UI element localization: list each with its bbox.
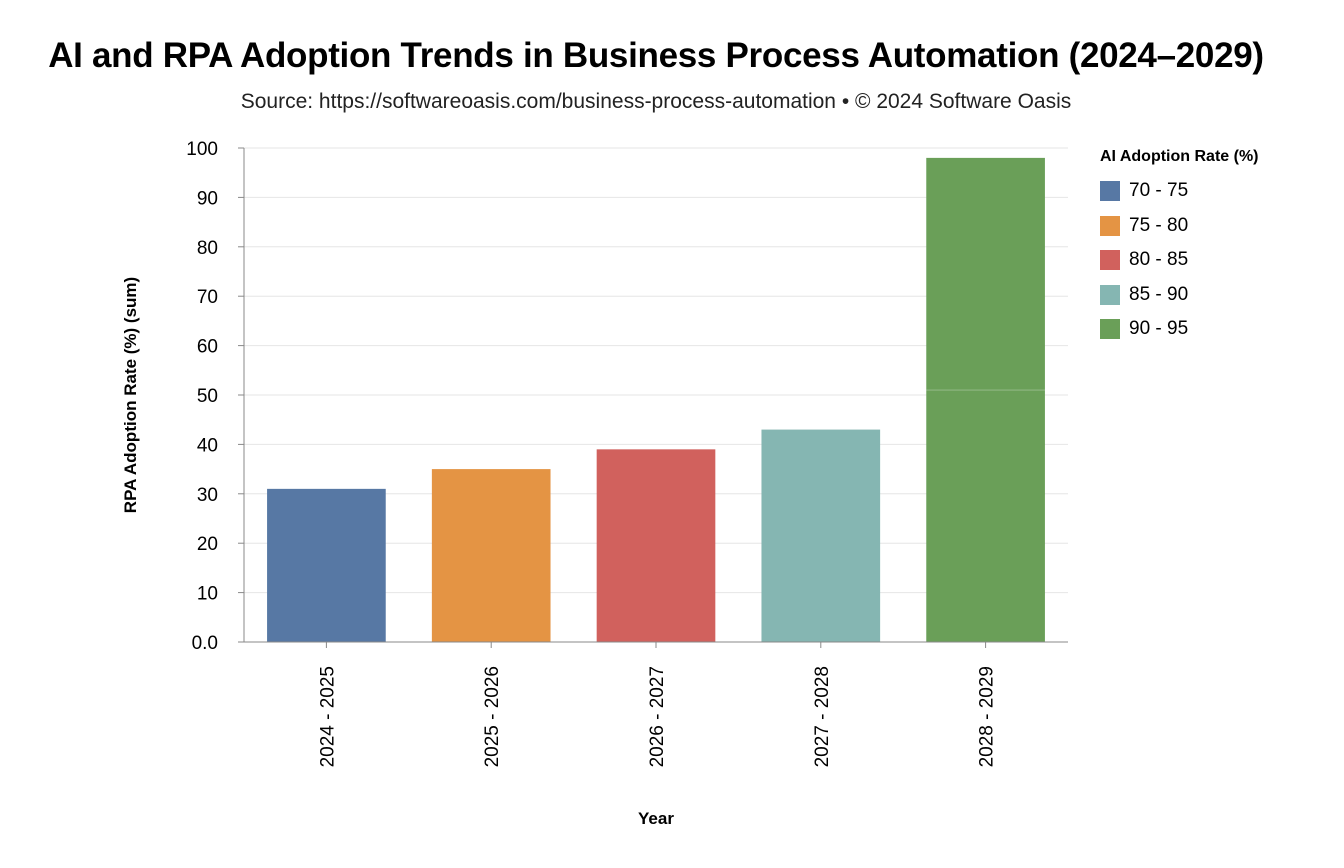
legend-label: 90 - 95 (1129, 318, 1189, 340)
x-tick-label: 2024 - 2025 (317, 666, 338, 767)
y-tick-label: 50 (197, 386, 218, 407)
y-tick-label: 70 (197, 287, 218, 308)
bar (431, 469, 551, 642)
legend-label: 80 - 85 (1129, 249, 1189, 271)
legend-item-75-80: 75 - 80 (1100, 209, 1259, 244)
bar (267, 488, 386, 642)
x-tick-label: 2028 - 2029 (977, 666, 998, 767)
y-axis-title: RPA Adoption Rate (%) (sum) (121, 277, 140, 513)
x-tick-label: 2025 - 2026 (482, 666, 503, 767)
y-tick-label: 80 (197, 238, 218, 259)
bar (761, 429, 881, 642)
legend-label: 70 - 75 (1129, 180, 1189, 202)
legend: AI Adoption Rate (%) 70 - 75 75 - 80 80 … (1100, 148, 1259, 347)
chart-title: AI and RPA Adoption Trends in Business P… (48, 36, 1264, 75)
chart-subtitle: Source: https://softwareoasis.com/busine… (240, 90, 1072, 113)
legend-title: AI Adoption Rate (%) (1100, 148, 1259, 165)
legend-item-85-90: 85 - 90 (1100, 278, 1259, 313)
legend-label: 75 - 80 (1129, 214, 1189, 236)
x-tick-label: 2027 - 2028 (812, 666, 833, 767)
y-tick-label: 0.0 (192, 633, 218, 654)
y-tick-label: 60 (197, 337, 218, 358)
legend-label: 85 - 90 (1129, 283, 1189, 305)
bar (596, 449, 716, 642)
y-tick-label: 20 (197, 534, 218, 555)
bar (926, 390, 1045, 642)
legend-swatch (1100, 250, 1120, 271)
y-tick-label: 40 (197, 435, 218, 456)
y-tick-label: 90 (197, 188, 218, 209)
y-tick-label: 30 (197, 485, 218, 506)
legend-swatch (1100, 181, 1120, 202)
x-axis-title: Year (638, 809, 674, 828)
bar (926, 157, 1045, 391)
legend-swatch (1100, 215, 1120, 236)
x-tick-label: 2026 - 2027 (647, 666, 668, 767)
legend-item-80-85: 80 - 85 (1100, 243, 1259, 278)
y-tick-label: 100 (186, 139, 218, 160)
legend-swatch (1100, 319, 1120, 340)
legend-item-90-95: 90 - 95 (1100, 312, 1259, 347)
legend-swatch (1100, 284, 1120, 305)
y-tick-label: 10 (197, 584, 218, 605)
legend-item-70-75: 70 - 75 (1100, 174, 1259, 209)
